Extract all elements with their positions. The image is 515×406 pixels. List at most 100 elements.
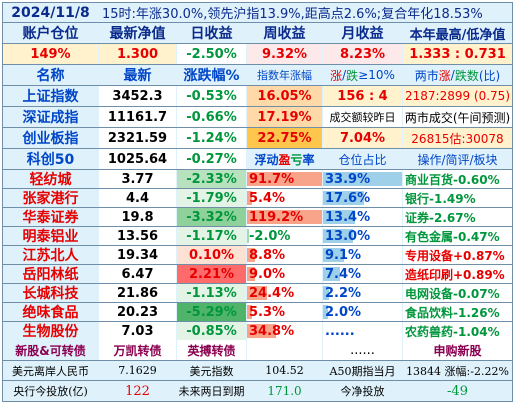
stock-change: -3.32% (177, 208, 246, 226)
holding-row[interactable]: 轻纺城 3.77 -2.33% 91.7% 33.9% 商业百货-0.60% (3, 170, 512, 188)
holding-row[interactable]: 绝味食品 20.23 -5.29% 5.3% 2.0% 食品饮料-1.26% (3, 303, 512, 321)
index-annual-change-header: 指数年涨幅 (257, 69, 312, 82)
convertible-bond-1[interactable]: 万凯转债 (99, 340, 176, 360)
holding-row[interactable]: 明泰铝业 13.56 -1.17% -2.0% 13.0% 有色金属-0.47% (3, 227, 512, 245)
position-share: 7.4% (323, 265, 402, 283)
change-pct-header: 涨跌幅% (183, 68, 240, 84)
sector-change: 电网设备-0.07% (403, 284, 512, 302)
new-issues-placeholder: ...... (323, 340, 402, 360)
account-position-header: 账户仓位 (22, 26, 79, 42)
position-share: ...... (323, 322, 402, 340)
holding-row[interactable]: 华泰证券 19.8 -3.32% 119.2% 13.4% 证券-2.67% (3, 208, 512, 226)
pnl-bar (247, 305, 252, 319)
stock-name[interactable]: 岳阳林纸 (22, 267, 79, 283)
index-annual-change: 22.75% (247, 128, 322, 148)
holding-row[interactable]: 生物股份 7.03 -0.85% 34.8%...... 农药兽药-1.04% (3, 322, 512, 340)
stock-name[interactable]: 轻纺城 (29, 172, 72, 188)
floating-pnl: 5.4% (247, 189, 322, 207)
position-bar (323, 286, 329, 300)
position-share: 9.1% (323, 246, 402, 264)
year-high-low-value: 1.333 : 0.731 (403, 44, 512, 64)
a50-futures-value: 13844 涨幅:-2.22% (406, 364, 509, 378)
holding-row[interactable]: 江苏北人 19.34 0.10% 8.8% 9.1% 专用设备+0.87% (3, 246, 512, 264)
summary-text: 15时:年涨30.0%,领先沪指13.9%,距高点2.6%;复合年化18.53% (102, 7, 483, 22)
limit-up-down-count: 156 : 4 (323, 86, 402, 106)
turnover-change-value: 7.04% (323, 128, 402, 148)
position-share: 2.2% (323, 284, 402, 302)
sector-change: 商业百货-0.60% (403, 170, 512, 188)
title-row: 2024/11/8 15时:年涨30.0%,领先沪指13.9%,距高点2.6%;… (3, 3, 512, 22)
account-values-row: 149% 1.300 -2.50% 9.32% 8.23% 1.333 : 0.… (3, 44, 512, 64)
star50-name[interactable]: 科创50 (26, 152, 75, 168)
stock-change: -1.13% (177, 284, 246, 302)
usd-cnh-label: 美元离岸人民币 (12, 364, 89, 378)
apply-new-shares-button[interactable]: 申购新股 (403, 340, 512, 360)
stock-price: 6.47 (99, 265, 176, 283)
daily-return-header: 日收益 (190, 26, 233, 42)
fx-footer-row: 美元离岸人民币 7.1629 美元指数 104.52 A50期指当月 13844 涨幅:-… (3, 361, 512, 380)
position-share: 13.4% (323, 208, 402, 226)
index-price: 2321.59 (99, 128, 176, 148)
stock-price: 19.8 (99, 208, 176, 226)
stock-name[interactable]: 华泰证券 (22, 210, 79, 226)
stock-name[interactable]: 明泰铝业 (22, 229, 79, 245)
position-bar (323, 172, 402, 186)
convertible-bond-2[interactable]: 英搏转债 (177, 340, 246, 360)
stock-name[interactable]: 张家港行 (22, 191, 79, 207)
stock-change: -1.17% (177, 227, 246, 245)
floating-pnl-header: 浮动盈亏率 (254, 152, 315, 167)
name-header: 名称 (36, 68, 65, 84)
index-name[interactable]: 创业板指 (22, 131, 79, 147)
turnover-forecast-label: 两市成交(午间预测) (403, 107, 512, 127)
sector-change: 食品饮料-1.26% (403, 303, 512, 321)
holding-row[interactable]: 张家港行 4.4 -1.79% 5.4% 17.6% 银行-1.49% (3, 189, 512, 207)
a50-futures-label: A50期指当月 (329, 364, 396, 378)
position-share: 33.9% (323, 170, 402, 188)
stock-name[interactable]: 长城科技 (22, 286, 79, 302)
index-row[interactable]: 创业板指 2321.59 -1.24% 22.75% 7.04% 26815估:… (3, 128, 512, 148)
index-change: -0.66% (177, 107, 246, 127)
index-row[interactable]: 上证指数 3452.3 -0.53% 16.05% 156 : 4 2187:2… (3, 86, 512, 106)
position-share: 17.6% (323, 189, 402, 207)
index-change: -0.53% (177, 86, 246, 106)
date-label: 2024/11/8 (11, 4, 90, 21)
pnl-bar (247, 248, 255, 262)
stock-price: 13.56 (99, 227, 176, 245)
pnl-bar (247, 286, 267, 300)
stock-name[interactable]: 绝味食品 (22, 305, 79, 321)
pnl-bar (247, 267, 255, 281)
index-name[interactable]: 深证成指 (22, 110, 79, 126)
sector-change: 证券-2.67% (403, 208, 512, 226)
market-board: 2024/11/8 15时:年涨30.0%,领先沪指13.9%,距高点2.6%;… (2, 2, 513, 402)
net-injection-value: -49 (447, 383, 468, 399)
latest-header: 最新 (123, 68, 152, 84)
stock-name[interactable]: 生物股份 (22, 324, 79, 340)
index-row[interactable]: 深证成指 11161.7 -0.66% 17.19% 成交额较昨日 两市成交(午… (3, 107, 512, 127)
latest-nav-value: 1.300 (99, 44, 176, 64)
index-annual-change: 17.19% (247, 107, 322, 127)
turnover-vs-yesterday-label: 成交额较昨日 (323, 107, 402, 127)
floating-pnl: 24.4% (247, 284, 322, 302)
maturing-value: 171.0 (267, 384, 302, 398)
index-header-row: 名称 最新 涨跌幅% 指数年涨幅 涨 / 跌 ≥10% 两市涨 / 跌数 (比) (3, 65, 512, 85)
limit-up-down-header: 涨 / 跌 ≥10% (330, 68, 395, 83)
index-change: -1.24% (177, 128, 246, 148)
weekly-return-header: 周收益 (263, 26, 306, 42)
monthly-return-value: 8.23% (323, 44, 402, 64)
holding-row[interactable]: 岳阳林纸 6.47 2.21% 9.0% 7.4% 造纸印刷+0.89% (3, 265, 512, 283)
turnover-forecast-value: 26815估:30078 (403, 128, 512, 148)
floating-pnl: 5.3% (247, 303, 322, 321)
stock-name[interactable]: 江苏北人 (22, 248, 79, 264)
dollar-index-label: 美元指数 (189, 364, 234, 378)
pboc-injection-value: 122 (125, 383, 150, 399)
daily-return-value: -2.50% (177, 44, 246, 64)
position-share: 2.0% (323, 303, 402, 321)
new-issues-row: 新股&可转债 万凯转债 英搏转债 ...... 申购新股 (3, 340, 512, 360)
holding-row[interactable]: 长城科技 21.86 -1.13% 24.4% 2.2% 电网设备-0.07% (3, 284, 512, 302)
stock-change: -5.29% (177, 303, 246, 321)
pnl-bar (247, 229, 249, 243)
index-name[interactable]: 上证指数 (22, 89, 79, 105)
weekly-return-value: 9.32% (247, 44, 322, 64)
stock-change: -1.79% (177, 189, 246, 207)
sector-change: 有色金属-0.47% (403, 227, 512, 245)
